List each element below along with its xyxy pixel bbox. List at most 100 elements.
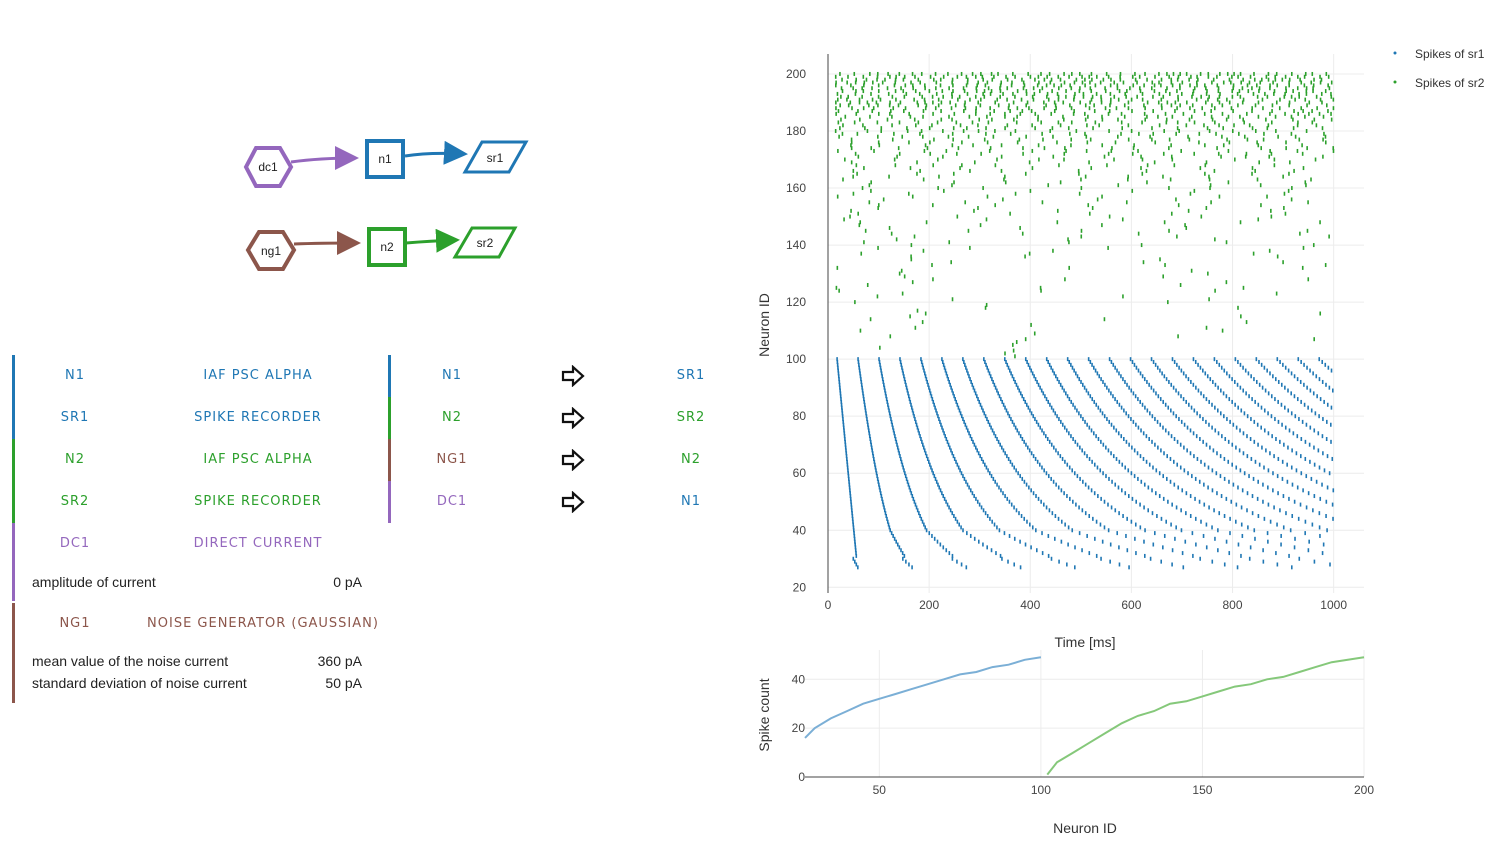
count-x-tick-label: 50 xyxy=(873,783,887,797)
count-grid xyxy=(805,650,1365,778)
raster-spikes xyxy=(834,71,1335,570)
connection-target: N1 xyxy=(681,494,701,509)
series-sr2-spikes xyxy=(834,71,1335,359)
raster-ticks: 20 40 60 80 100 120 140 160 180 200 0 200 400 600 800 1… xyxy=(786,67,1347,612)
count-x-axis-label: Neuron ID xyxy=(1053,820,1117,836)
connection-target: N2 xyxy=(681,452,701,467)
raster-x-tick-label: 600 xyxy=(1121,598,1141,612)
count-ticks: 50 100 150 200 0 20 40 xyxy=(792,672,1375,797)
count-x-tick-label: 150 xyxy=(1192,783,1212,797)
raster-x-axis-label: Time [ms] xyxy=(1055,634,1116,650)
count-lines xyxy=(804,656,1365,776)
node-card-ng1[interactable]: NG1 NOISE GENERATOR (GAUSSIAN) mean valu… xyxy=(12,603,388,703)
arrow-right-icon xyxy=(561,449,585,471)
arrow-right-icon xyxy=(561,365,585,387)
spike-count-plot[interactable]: 50 100 150 200 0 20 40 Neuron ID Spike count xyxy=(756,650,1374,836)
param-row: amplitude of current 0 pA xyxy=(15,565,388,601)
node-name: N1 xyxy=(65,368,85,383)
node-sr1[interactable]: sr1 xyxy=(462,140,529,174)
raster-y-tick-label: 80 xyxy=(793,409,807,423)
connection-source: NG1 xyxy=(436,452,468,467)
legend-label-sr2: Spikes of sr2 xyxy=(1415,76,1485,90)
edge-ng1-n2 xyxy=(293,231,361,256)
node-card-n2[interactable]: N2 IAF PSC ALPHA xyxy=(12,439,388,481)
node-dc1[interactable]: dc1 xyxy=(243,146,294,188)
connection-target: SR2 xyxy=(676,410,706,425)
node-model: NOISE GENERATOR (GAUSSIAN) xyxy=(147,616,379,631)
node-ng1[interactable]: ng1 xyxy=(245,230,297,271)
legend-marker-sr1 xyxy=(1393,51,1397,55)
node-model: SPIKE RECORDER xyxy=(194,410,322,425)
node-model: SPIKE RECORDER xyxy=(194,494,322,509)
legend-item-sr1[interactable]: Spikes of sr1 xyxy=(1393,47,1485,61)
series-sr1-spikes xyxy=(836,357,1335,570)
param-label: mean value of the noise current xyxy=(32,653,229,669)
raster-y-tick-label: 120 xyxy=(786,295,806,309)
svg-text:sr2: sr2 xyxy=(477,236,494,250)
node-n1[interactable]: n1 xyxy=(365,139,405,179)
connection-row[interactable]: DC1 N1 xyxy=(388,481,728,523)
node-n2[interactable]: n2 xyxy=(367,227,407,267)
raster-x-tick-label: 800 xyxy=(1223,598,1243,612)
param-value: 0 pA xyxy=(333,574,362,590)
node-model: IAF PSC ALPHA xyxy=(203,452,313,467)
param-row: standard deviation of noise current 50 p… xyxy=(15,673,388,695)
raster-y-tick-label: 200 xyxy=(786,67,806,81)
raster-y-tick-label: 180 xyxy=(786,124,806,138)
raster-y-tick-label: 140 xyxy=(786,238,806,252)
raster-y-tick-label: 60 xyxy=(793,466,807,480)
edge-n1-sr1 xyxy=(404,140,468,165)
raster-y-tick-label: 20 xyxy=(793,580,807,594)
node-name: DC1 xyxy=(59,536,91,551)
param-value: 50 pA xyxy=(325,675,362,691)
edge-n2-sr2 xyxy=(405,228,460,253)
svg-text:n2: n2 xyxy=(380,240,394,254)
raster-grid xyxy=(827,54,1364,593)
count-line-series-2 xyxy=(1046,656,1365,776)
node-card-sr1[interactable]: SR1 SPIKE RECORDER xyxy=(12,397,388,439)
node-model: IAF PSC ALPHA xyxy=(203,368,313,383)
param-value: 360 pA xyxy=(317,653,362,669)
node-sr2[interactable]: sr2 xyxy=(452,226,518,259)
node-card-dc1[interactable]: DC1 DIRECT CURRENT amplitude of current … xyxy=(12,523,388,601)
legend-label-sr1: Spikes of sr1 xyxy=(1415,47,1485,61)
param-label: standard deviation of noise current xyxy=(32,675,247,691)
count-line-series-1 xyxy=(804,656,1042,739)
raster-y-axis-label: Neuron ID xyxy=(756,293,772,357)
count-x-tick-label: 200 xyxy=(1354,783,1374,797)
svg-text:n1: n1 xyxy=(378,152,392,166)
raster-y-tick-label: 160 xyxy=(786,181,806,195)
connection-source: N2 xyxy=(442,410,462,425)
legend[interactable]: Spikes of sr1 Spikes of sr2 xyxy=(1393,47,1485,90)
svg-text:dc1: dc1 xyxy=(258,160,278,174)
svg-text:ng1: ng1 xyxy=(261,244,281,258)
node-name: SR2 xyxy=(60,494,90,509)
raster-plot[interactable]: 20 40 60 80 100 120 140 160 180 200 0 200 400 600 800 1… xyxy=(756,54,1364,650)
node-name: NG1 xyxy=(59,616,91,631)
node-model: DIRECT CURRENT xyxy=(193,536,323,551)
node-card-n1[interactable]: N1 IAF PSC ALPHA xyxy=(12,355,388,397)
node-name: N2 xyxy=(65,452,85,467)
raster-x-tick-label: 400 xyxy=(1020,598,1040,612)
connection-row[interactable]: N1 SR1 xyxy=(388,355,728,397)
count-y-tick-label: 40 xyxy=(792,672,806,686)
node-name: SR1 xyxy=(60,410,90,425)
count-x-tick-label: 100 xyxy=(1031,783,1051,797)
count-y-tick-label: 0 xyxy=(798,770,805,784)
node-card-sr2[interactable]: SR2 SPIKE RECORDER xyxy=(12,481,388,523)
arrow-right-icon xyxy=(561,491,585,513)
raster-x-tick-label: 0 xyxy=(825,598,832,612)
connection-target: SR1 xyxy=(676,368,706,383)
raster-y-tick-label: 40 xyxy=(793,523,807,537)
legend-marker-sr2 xyxy=(1393,80,1397,84)
raster-x-tick-label: 1000 xyxy=(1320,598,1347,612)
count-y-axis-label: Spike count xyxy=(756,678,772,751)
legend-item-sr2[interactable]: Spikes of sr2 xyxy=(1393,76,1485,90)
network-graph: dc1 n1 sr1 ng1 n2 sr2 xyxy=(243,139,529,271)
connection-row[interactable]: N2 SR2 xyxy=(388,397,728,439)
svg-text:sr1: sr1 xyxy=(487,151,504,165)
connection-row[interactable]: NG1 N2 xyxy=(388,439,728,481)
count-y-tick-label: 20 xyxy=(792,721,806,735)
edge-dc1-n1 xyxy=(290,146,359,171)
